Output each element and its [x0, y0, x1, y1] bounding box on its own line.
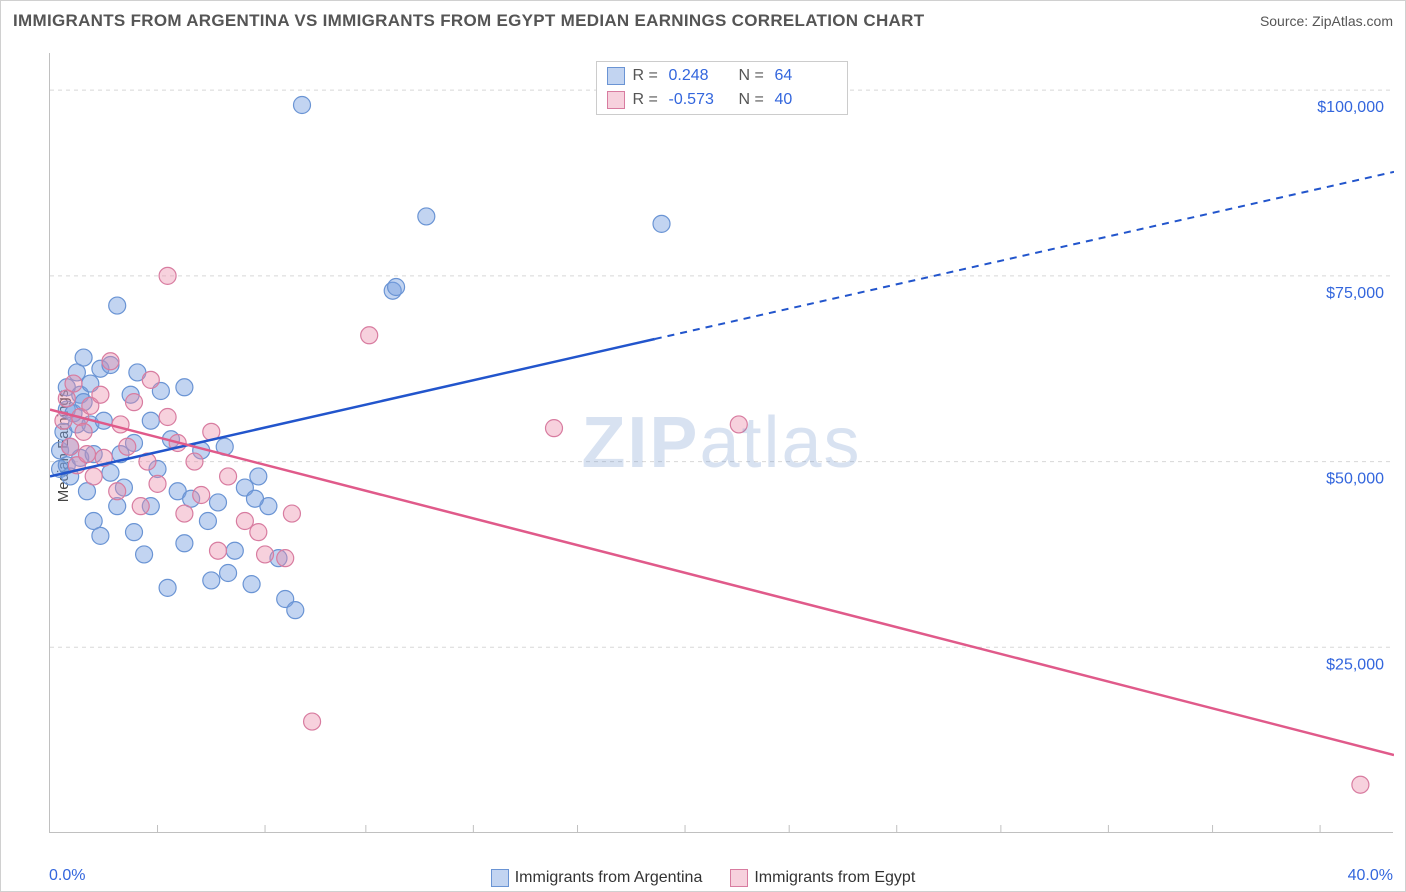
bottom-legend: Immigrants from Argentina Immigrants fro…	[1, 869, 1405, 887]
source-label: Source: ZipAtlas.com	[1260, 13, 1393, 29]
svg-text:$75,000: $75,000	[1326, 285, 1384, 302]
n-val-egypt: 40	[775, 88, 837, 112]
svg-text:$50,000: $50,000	[1326, 471, 1384, 488]
legend-swatch-egypt	[730, 869, 748, 887]
stats-legend: R = 0.248 N = 64 R = -0.573 N = 40	[596, 61, 848, 115]
r-val-argentina: 0.248	[669, 64, 731, 88]
stats-row-argentina: R = 0.248 N = 64	[607, 64, 837, 88]
legend-label-argentina: Immigrants from Argentina	[515, 869, 703, 887]
swatch-egypt	[607, 91, 625, 109]
n-val-argentina: 64	[775, 64, 837, 88]
n-label: N =	[739, 64, 767, 88]
plot-svg: $25,000 $50,000 $75,000 $100,000	[50, 53, 1394, 833]
stats-row-egypt: R = -0.573 N = 40	[607, 88, 837, 112]
n-label-2: N =	[739, 88, 767, 112]
chart-container: IMMIGRANTS FROM ARGENTINA VS IMMIGRANTS …	[0, 0, 1406, 892]
plot-area: $25,000$50,000$75,000$100,000 ZIPatlas R…	[49, 53, 1393, 833]
svg-text:$25,000: $25,000	[1326, 656, 1384, 673]
title-bar: IMMIGRANTS FROM ARGENTINA VS IMMIGRANTS …	[13, 11, 1393, 31]
legend-swatch-argentina	[491, 869, 509, 887]
r-label: R =	[633, 64, 661, 88]
r-val-egypt: -0.573	[669, 88, 731, 112]
legend-item-argentina: Immigrants from Argentina	[491, 869, 703, 887]
legend-item-egypt: Immigrants from Egypt	[730, 869, 915, 887]
r-label-2: R =	[633, 88, 661, 112]
svg-text:$100,000: $100,000	[1317, 99, 1384, 116]
chart-title: IMMIGRANTS FROM ARGENTINA VS IMMIGRANTS …	[13, 11, 924, 31]
swatch-argentina	[607, 67, 625, 85]
legend-label-egypt: Immigrants from Egypt	[754, 869, 915, 887]
